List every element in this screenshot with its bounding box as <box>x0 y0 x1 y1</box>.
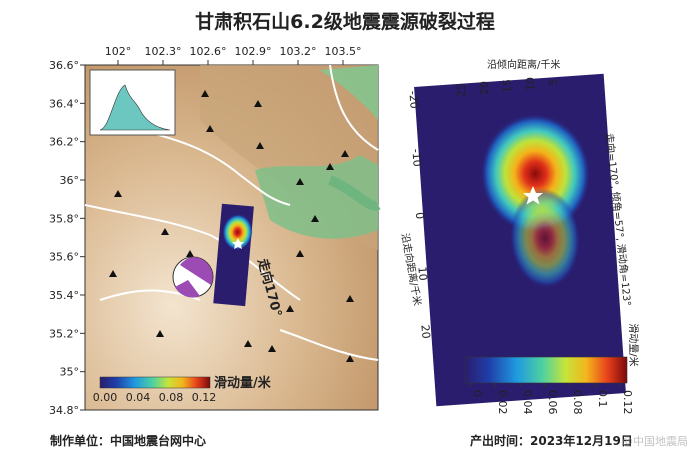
left-colorbar-tick: 0.04 <box>126 391 151 404</box>
right-panel: 沿倾向距离/千米 沿走向距离/千米 走向=170°, 倾角=57°, 滑动角=1… <box>399 58 640 407</box>
strike-tick: 20 <box>418 324 432 339</box>
right-colorbar-tick: 0.08 <box>571 390 584 415</box>
lat-tick: 35° <box>60 366 80 379</box>
left-colorbar-tick: 0.00 <box>93 391 118 404</box>
lat-tick: 35.2° <box>49 327 79 340</box>
lat-tick: 36.4° <box>49 97 79 110</box>
strike-tick: 10 <box>415 266 429 281</box>
dip-tick: 25 <box>455 83 468 97</box>
left-map: 滑动量/米 走向170° <box>84 64 381 411</box>
strike-tick: -10 <box>409 148 424 167</box>
lon-tick: 102.6° <box>190 45 227 58</box>
right-colorbar-tick: 0.06 <box>546 390 559 415</box>
time: 产出时间：2023年12月19日 <box>470 433 633 448</box>
lat-tick: 35.6° <box>49 251 79 264</box>
lat-tick: 35.8° <box>49 212 79 225</box>
right-colorbar-label: 滑动量/米 <box>627 323 640 366</box>
lat-tick: 36.2° <box>49 136 79 149</box>
strike-tick: -20 <box>406 90 421 109</box>
producer: 制作单位：中国地震台网中心 <box>50 433 206 448</box>
right-colorbar-tick: 0.04 <box>521 390 534 415</box>
left-colorbar-tick: 0.08 <box>159 391 184 404</box>
dip-tick: 10 <box>524 77 537 91</box>
lon-tick: 102.9° <box>235 45 272 58</box>
dip-tick: 20 <box>478 81 491 95</box>
left-colorbar-label: 滑动量/米 <box>214 375 272 391</box>
lat-tick: 35.4° <box>49 289 79 302</box>
dip-tick: 5 <box>547 79 560 86</box>
dip-tick: 15 <box>501 79 514 93</box>
lat-tick: 36° <box>60 174 80 187</box>
right-colorbar-tick: 0.1 <box>596 390 609 408</box>
lat-tick: 34.8° <box>49 404 79 417</box>
lon-tick: 102.3° <box>145 45 182 58</box>
lon-tick: 103.5° <box>325 45 362 58</box>
lon-tick: 103.2° <box>280 45 317 58</box>
watermark: @中国地震局 <box>622 435 688 448</box>
right-colorbar-tick: 0.02 <box>496 390 509 415</box>
lon-tick: 102° <box>105 45 132 58</box>
left-colorbar-tick: 0.12 <box>192 391 217 404</box>
right-colorbar-tick: 0 <box>471 390 484 397</box>
title: 甘肃积石山6.2级地震震源破裂过程 <box>195 10 495 33</box>
right-colorbar-tick: 0.12 <box>621 390 634 415</box>
dip-axis-label: 沿倾向距离/千米 <box>487 58 560 71</box>
strike-tick: 0 <box>413 212 427 220</box>
lat-tick: 36.6° <box>49 59 79 72</box>
